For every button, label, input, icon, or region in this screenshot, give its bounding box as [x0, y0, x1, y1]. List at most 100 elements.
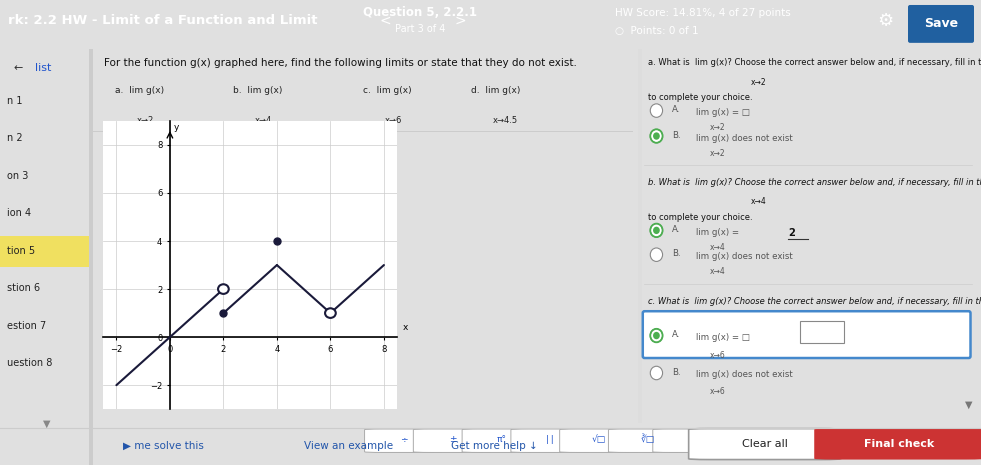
Text: ÷: ÷	[400, 435, 407, 444]
Text: n.: n.	[688, 435, 697, 444]
Text: >: >	[454, 14, 466, 28]
Text: lim g(x) =: lim g(x) =	[696, 228, 742, 237]
Text: lim g(x) does not exist: lim g(x) does not exist	[696, 252, 793, 261]
Text: lim g(x) does not exist: lim g(x) does not exist	[696, 134, 793, 143]
FancyBboxPatch shape	[689, 429, 841, 459]
Text: Final check: Final check	[864, 439, 935, 449]
Text: B.: B.	[672, 368, 681, 377]
Text: x→2: x→2	[750, 78, 766, 86]
Text: ×: ×	[957, 429, 966, 439]
Circle shape	[653, 133, 660, 140]
FancyBboxPatch shape	[814, 429, 981, 459]
Text: uestion 8: uestion 8	[8, 358, 53, 368]
FancyBboxPatch shape	[800, 320, 845, 343]
Text: y: y	[174, 123, 180, 133]
Circle shape	[653, 226, 660, 234]
Text: A.: A.	[672, 330, 680, 339]
Text: ⧉: ⧉	[382, 259, 387, 268]
Text: Save: Save	[924, 17, 958, 30]
Text: Question 5, 2.2.1: Question 5, 2.2.1	[363, 7, 477, 20]
Text: 🔍: 🔍	[382, 206, 387, 216]
Text: x→6: x→6	[750, 316, 766, 325]
Bar	[0, 236, 93, 267]
Circle shape	[650, 366, 662, 380]
Text: B.: B.	[672, 249, 681, 259]
Text: lim g(x) = □: lim g(x) = □	[696, 108, 749, 117]
Text: x: x	[402, 323, 408, 332]
Circle shape	[325, 308, 336, 318]
Text: Clear all: Clear all	[743, 439, 788, 449]
Circle shape	[650, 329, 662, 342]
Text: x→2: x→2	[709, 123, 725, 133]
Circle shape	[650, 129, 662, 143]
Text: list: list	[35, 63, 52, 73]
Text: ⚙: ⚙	[877, 12, 893, 30]
Text: lim g(x) does not exist: lim g(x) does not exist	[696, 370, 793, 379]
Text: <: <	[380, 14, 390, 28]
Text: x→4: x→4	[255, 116, 273, 125]
Text: ○  Points: 0 of 1: ○ Points: 0 of 1	[615, 26, 698, 36]
Circle shape	[650, 248, 662, 261]
FancyBboxPatch shape	[560, 429, 638, 452]
Text: x→6: x→6	[385, 116, 402, 125]
Text: b. What is  lim g(x)? Choose the correct answer below and, if necessary, fill in: b. What is lim g(x)? Choose the correct …	[647, 178, 981, 187]
Text: b.  lim g(x): b. lim g(x)	[233, 86, 283, 95]
Text: tion 5: tion 5	[8, 246, 35, 256]
Bar	[89, 49, 93, 465]
Text: √□: √□	[592, 435, 606, 444]
Text: x→2: x→2	[709, 149, 725, 158]
FancyBboxPatch shape	[701, 429, 780, 452]
Text: on 3: on 3	[8, 171, 28, 181]
Text: ▼: ▼	[43, 418, 50, 428]
Text: Part 3 of 4: Part 3 of 4	[394, 24, 445, 34]
FancyBboxPatch shape	[365, 429, 442, 452]
Text: ion 4: ion 4	[8, 208, 31, 218]
Text: π°: π°	[496, 435, 506, 444]
Text: x→2: x→2	[136, 116, 154, 125]
Text: rk: 2.2 HW - Limit of a Function and Limit: rk: 2.2 HW - Limit of a Function and Lim…	[8, 14, 318, 27]
Circle shape	[653, 332, 660, 339]
Text: a.  lim g(x): a. lim g(x)	[115, 86, 164, 95]
Text: More: More	[792, 435, 814, 444]
Text: ∛□: ∛□	[641, 435, 654, 444]
Circle shape	[650, 104, 662, 117]
Text: x→6: x→6	[709, 387, 725, 396]
Text: ←: ←	[14, 63, 24, 73]
Text: d.  lim g(x): d. lim g(x)	[471, 86, 520, 95]
Text: HW Score: 14.81%, 4 of 27 points: HW Score: 14.81%, 4 of 27 points	[615, 8, 791, 18]
Text: estion 7: estion 7	[8, 320, 47, 331]
Text: a. What is  lim g(x)? Choose the correct answer below and, if necessary, fill in: a. What is lim g(x)? Choose the correct …	[647, 58, 981, 67]
FancyBboxPatch shape	[758, 429, 847, 452]
Text: c. What is  lim g(x)? Choose the correct answer below and, if necessary, fill in: c. What is lim g(x)? Choose the correct …	[647, 297, 981, 306]
Text: B.: B.	[672, 131, 681, 140]
Text: n 1: n 1	[8, 96, 23, 106]
Text: A.: A.	[672, 225, 680, 234]
Text: 🔍: 🔍	[382, 153, 387, 164]
Text: ▼: ▼	[965, 399, 972, 410]
Text: ±: ±	[448, 435, 456, 444]
Text: c.  lim g(x): c. lim g(x)	[363, 86, 412, 95]
Text: (u,): (u,)	[733, 435, 749, 444]
Bar	[638, 49, 642, 423]
FancyBboxPatch shape	[511, 429, 589, 452]
Text: For the function g(x) graphed here, find the following limits or state that they: For the function g(x) graphed here, find…	[104, 58, 577, 68]
Text: stion 6: stion 6	[8, 283, 40, 293]
Text: to complete your choice.: to complete your choice.	[647, 213, 752, 222]
Text: 2: 2	[788, 228, 795, 238]
FancyBboxPatch shape	[908, 5, 974, 43]
Text: x→6: x→6	[709, 351, 725, 360]
Text: x→4: x→4	[709, 243, 725, 252]
Text: x→4: x→4	[709, 267, 725, 276]
Text: ⋯: ⋯	[265, 139, 278, 152]
FancyBboxPatch shape	[413, 429, 491, 452]
Text: lim g(x) = □: lim g(x) = □	[696, 332, 749, 342]
Text: n 2: n 2	[8, 133, 24, 143]
Text: to complete your choice.: to complete your choice.	[647, 93, 752, 102]
Text: x→4: x→4	[750, 198, 766, 206]
FancyBboxPatch shape	[643, 311, 970, 358]
Circle shape	[650, 224, 662, 237]
Circle shape	[218, 284, 229, 294]
Text: View an example: View an example	[304, 441, 393, 451]
FancyBboxPatch shape	[652, 429, 731, 452]
Text: A.: A.	[672, 106, 680, 114]
